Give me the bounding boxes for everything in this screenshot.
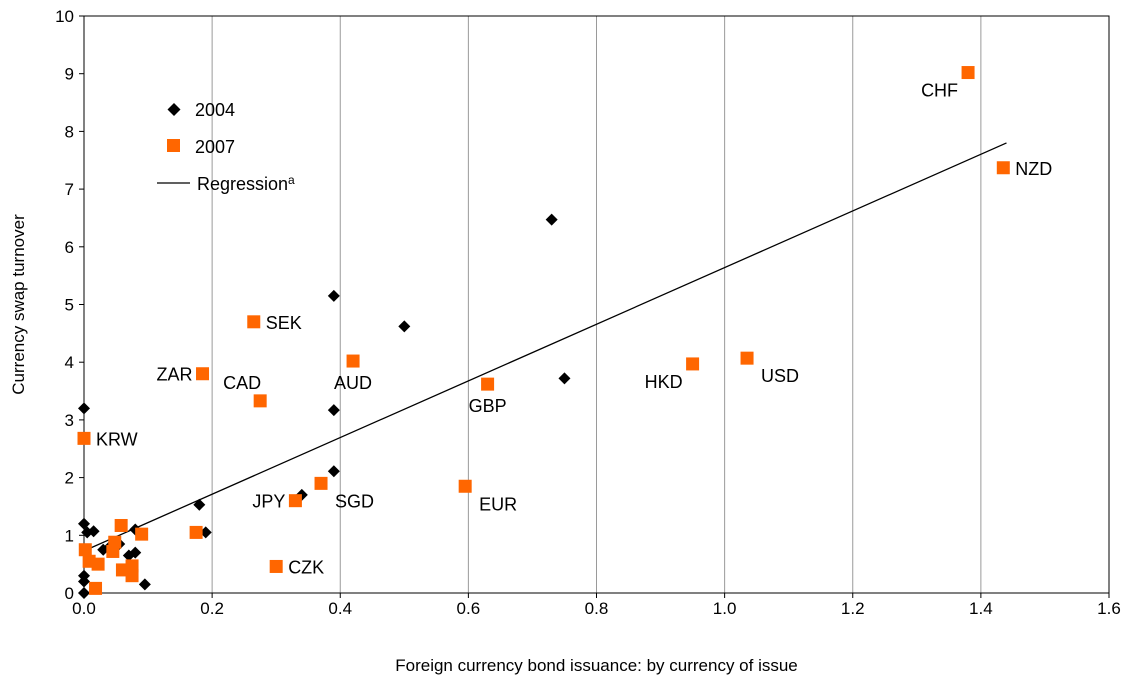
point-label-zar: ZAR: [157, 365, 193, 385]
point-2007: [314, 476, 328, 490]
legend-marker-2007: [167, 139, 180, 152]
point-2004: [87, 525, 100, 538]
legend: 2004 2007 Regressiona: [157, 100, 295, 194]
x-tick-label: 1.4: [969, 599, 993, 618]
point-2004: [545, 213, 558, 226]
y-tick-label: 3: [65, 411, 74, 430]
y-tick-label: 6: [65, 238, 74, 257]
regression-layer: [83, 142, 1007, 552]
point-label-aud: AUD: [334, 373, 372, 393]
point-label-czk: CZK: [288, 557, 324, 577]
point-2004: [327, 289, 340, 302]
point-2004: [199, 526, 212, 539]
x-tick-label: 0.0: [72, 599, 96, 618]
point-2004: [78, 402, 90, 415]
x-axis-title: Foreign currency bond issuance: by curre…: [395, 656, 798, 675]
point-2007: [78, 543, 92, 557]
point-2007: [125, 559, 139, 573]
point-label-eur: EUR: [479, 494, 517, 514]
point-2007: [961, 66, 975, 80]
point-label-usd: USD: [761, 366, 799, 386]
point-2004: [558, 372, 571, 385]
y-tick-label: 4: [65, 353, 74, 372]
x-tick-label: 0.6: [457, 599, 481, 618]
point-2007: [996, 161, 1010, 175]
point-label-hkd: HKD: [645, 372, 683, 392]
y-tick-label: 2: [65, 469, 74, 488]
point-2004: [138, 578, 151, 591]
point-2007: [114, 518, 128, 532]
point-label-krw: KRW: [96, 429, 138, 449]
point-label-chf: CHF: [921, 81, 958, 101]
y-tick-label: 7: [65, 180, 74, 199]
x-tick-label: 0.4: [328, 599, 352, 618]
x-tick-label: 0.2: [200, 599, 224, 618]
point-label-cad: CAD: [223, 373, 261, 393]
point-2007: [91, 557, 105, 571]
point-2007: [253, 394, 267, 408]
data-points: [77, 66, 1010, 599]
point-2007: [458, 479, 472, 493]
point-2007: [106, 544, 120, 558]
legend-marker-2004: [167, 103, 181, 116]
point-2007: [740, 351, 754, 365]
point-2004: [78, 575, 90, 588]
point-2007: [481, 377, 495, 391]
point-2007: [135, 527, 149, 541]
regression-line: [83, 142, 1007, 552]
legend-label-2007: 2007: [195, 137, 235, 157]
point-label-sek: SEK: [266, 313, 302, 333]
point-2004: [193, 498, 206, 511]
point-2007: [89, 581, 103, 595]
point-2007: [346, 354, 360, 368]
y-tick-label: 10: [55, 7, 74, 26]
point-2004: [78, 587, 90, 599]
y-tick-label: 9: [65, 65, 74, 84]
x-tick-label: 1.6: [1097, 599, 1121, 618]
axis-ticks: 0.0 0.2 0.4 0.6 0.8 1.0 1.2 1.4 1.6 0 1 2 3 4 5 6 7 8 9 10: [55, 7, 1121, 618]
y-axis-title: Currency swap turnover: [9, 214, 28, 395]
point-2007: [269, 559, 283, 573]
x-tick-label: 0.8: [585, 599, 609, 618]
point-2004: [129, 546, 142, 559]
legend-label-regression: Regressiona: [197, 173, 295, 194]
legend-regression-text: Regression: [197, 174, 288, 194]
point-label-nzd: NZD: [1015, 159, 1052, 179]
point-label-sgd: SGD: [335, 491, 374, 511]
point-labels: CHF NZD SEK AUD ZAR CAD GBP HKD USD KRW SGD JPY EUR C…: [96, 81, 1052, 578]
point-2004: [327, 404, 340, 417]
point-label-gbp: GBP: [469, 396, 507, 416]
x-tick-label: 1.0: [713, 599, 737, 618]
y-tick-label: 8: [65, 122, 74, 141]
point-2004: [327, 465, 340, 478]
point-2007: [77, 431, 91, 445]
gridlines: [211, 16, 982, 593]
point-2007: [125, 569, 139, 583]
point-label-jpy: JPY: [252, 492, 285, 512]
y-tick-label: 5: [65, 296, 74, 315]
point-2004: [398, 320, 411, 333]
point-2007: [288, 494, 302, 508]
x-tick-label: 1.2: [841, 599, 865, 618]
legend-label-2004: 2004: [195, 100, 235, 120]
y-tick-label: 0: [65, 584, 74, 603]
y-tick-label: 1: [65, 526, 74, 545]
point-2007: [189, 525, 203, 539]
point-2007: [686, 357, 700, 371]
point-2007: [196, 367, 210, 381]
point-2007: [247, 315, 261, 329]
legend-regression-superscript: a: [288, 173, 295, 187]
